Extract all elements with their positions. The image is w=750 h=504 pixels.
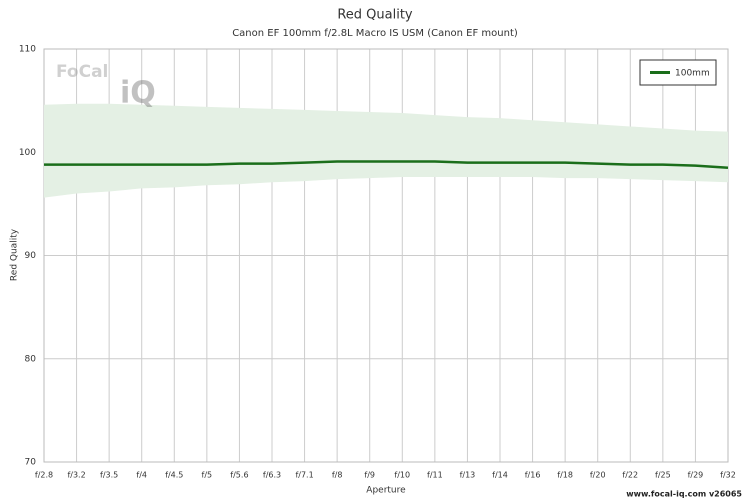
y-tick-label: 110 (19, 45, 36, 55)
logo-text: FoCal (56, 62, 108, 82)
y-axis-label: Red Quality (10, 228, 20, 281)
x-tick-label: f/25 (655, 471, 671, 480)
x-tick-label: f/13 (460, 471, 476, 480)
x-tick-label: f/6.3 (263, 471, 281, 480)
x-tick-label: f/7.1 (295, 471, 313, 480)
y-tick-label: 100 (19, 148, 36, 158)
x-tick-label: f/16 (525, 471, 541, 480)
x-tick-label: f/4 (136, 471, 147, 480)
x-tick-label: f/32 (720, 471, 736, 480)
range-band (44, 103, 728, 198)
x-tick-label: f/11 (427, 471, 443, 480)
x-tick-label: f/5.6 (230, 471, 248, 480)
footer: www.focal-iq.com v26065 (626, 490, 742, 499)
y-tick-label: 70 (25, 458, 37, 468)
x-tick-label: f/14 (492, 471, 508, 480)
logo: FoCal iQ (56, 62, 156, 111)
x-tick-label: f/10 (394, 471, 410, 480)
chart-subtitle: Canon EF 100mm f/2.8L Macro IS USM (Cano… (232, 28, 518, 39)
x-axis-label: Aperture (366, 486, 406, 496)
plot-border (43, 48, 729, 463)
x-tick-label: f/9 (364, 471, 375, 480)
x-tick-label: f/2.8 (35, 471, 53, 480)
x-tick-label: f/20 (590, 471, 606, 480)
x-tick-label: f/8 (332, 471, 343, 480)
x-tick-label: f/5 (202, 471, 213, 480)
legend-label: 100mm (675, 69, 710, 79)
logo-text: iQ (120, 76, 156, 111)
x-tick-label: f/22 (622, 471, 638, 480)
x-tick-label: f/18 (557, 471, 573, 480)
x-tick-label: f/4.5 (165, 471, 183, 480)
y-tick-label: 80 (25, 354, 37, 364)
chart-title: Red Quality (337, 8, 413, 23)
y-tick-label: 90 (25, 251, 37, 261)
x-tick-label: f/3.2 (67, 471, 85, 480)
x-tick-label: f/29 (688, 471, 704, 480)
x-tick-label: f/3.5 (100, 471, 118, 480)
series-line (44, 160, 729, 169)
